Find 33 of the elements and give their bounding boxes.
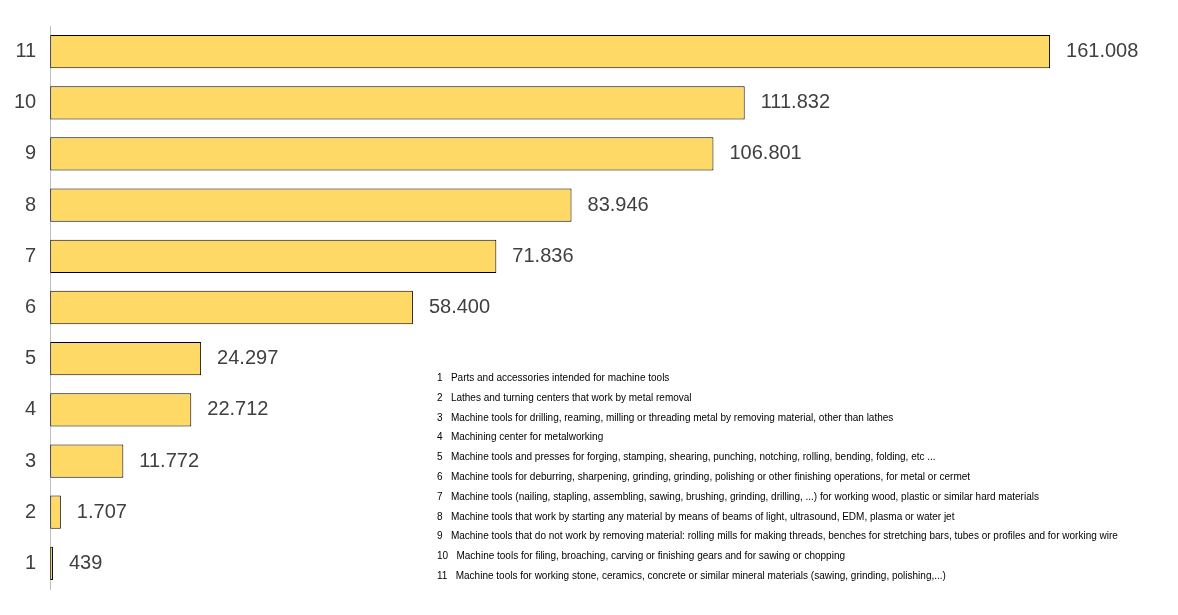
y-tick-label: 8: [25, 192, 37, 215]
annotation: 9 Machine tools that do not work by removing material: rolling mills for making threads, benches for stretching bars, tubes or profiles and for working wire: [437, 529, 1118, 544]
y-tick-label: 6: [25, 295, 37, 318]
annotation: 5 Machine tools and presses for forging, stamping, shearing, punching, notching, rolling, bending, folding, etc ...: [437, 450, 937, 465]
annotation: 1 Parts and accessories intended for machine tools: [437, 371, 671, 385]
data-label: 439: [68, 550, 103, 573]
annotation: 2 Lathes and turning centers that work by metal removal: [437, 390, 693, 405]
data-label: 24.297: [217, 346, 279, 369]
annotation: 3 Machine tools for drilling, reaming, milling or threading metal by removing material, other than lathes: [437, 410, 895, 425]
y-tick-label: 5: [25, 346, 37, 369]
y-tick-label: 1: [25, 550, 37, 573]
y-tick-label: 9: [25, 141, 37, 164]
annotation: 8 Machine tools that work by starting any material by means of beams of light, ultrasound, EDM, plasma or water jet: [437, 509, 956, 524]
y-tick-label: 4: [25, 397, 37, 420]
annotation: 6 Machine tools for deburring, sharpening, grinding, grinding, polishing or other finishing operations, for metal or cermet: [437, 470, 972, 484]
annotation: 7 Machine tools (nailing, stapling, assembling, sawing, brushing, grinding, drilling, ...) for working wood, plastic or similar hard materials: [437, 489, 1040, 504]
data-label: 58.400: [428, 295, 491, 318]
data-label: 161.008: [1066, 39, 1139, 62]
data-label: 106.801: [729, 141, 802, 164]
annotation: 4 Machining center for metalworking: [437, 430, 605, 445]
data-label: 83.946: [587, 192, 649, 215]
data-label: 11.772: [139, 448, 200, 471]
annotation: 10 Machine tools for filing, broaching, carving or finishing gears and for sawing or chopping: [437, 549, 846, 564]
y-tick-label: 3: [25, 448, 37, 471]
y-tick-label: 7: [25, 243, 37, 266]
data-label: 1.707: [76, 499, 127, 522]
data-label: 71.836: [512, 243, 574, 266]
annotation: 11 Machine tools for working stone, ceramics, concrete or similar mineral materials (sawing, grinding, polishing,...): [437, 568, 947, 583]
data-label: 111.832: [760, 90, 831, 113]
y-tick-label: 2: [25, 499, 37, 522]
data-label: 22.712: [207, 397, 269, 420]
y-tick-label: 11: [15, 39, 37, 62]
y-tick-label: 10: [14, 90, 37, 113]
